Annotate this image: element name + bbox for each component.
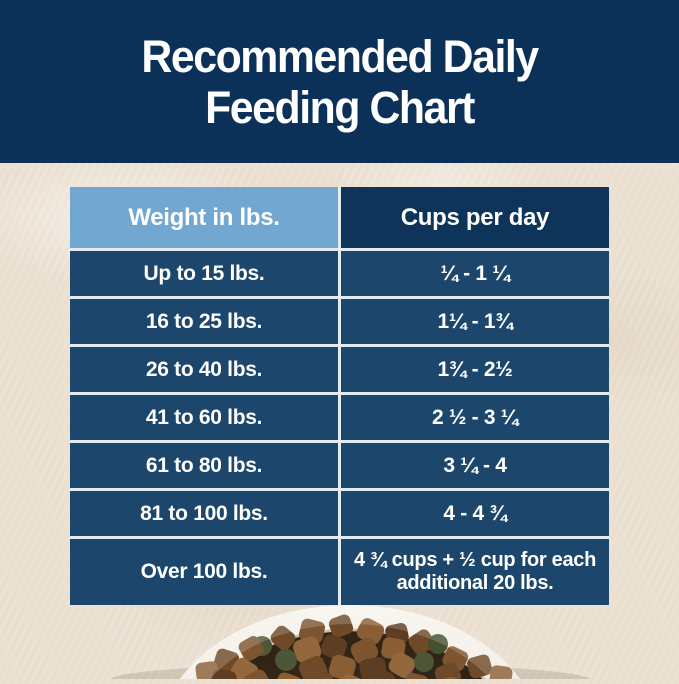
- kibble-bowl-illustration: [110, 605, 590, 684]
- feeding-chart-table: Weight in lbs. Cups per day Up to 15 lbs…: [70, 187, 609, 605]
- page-title: Recommended Daily Feeding Chart: [141, 30, 539, 133]
- weight-cell: 41 to 60 lbs.: [70, 395, 338, 440]
- weight-cell: Up to 15 lbs.: [70, 251, 338, 296]
- cups-cell: 3 ¼ - 4: [341, 443, 609, 488]
- cups-cell: 1¼ - 1¾: [341, 299, 609, 344]
- bowl-rim-highlight: [176, 605, 524, 684]
- cups-cell: ¼ - 1 ¼: [341, 251, 609, 296]
- weight-cell: 81 to 100 lbs.: [70, 491, 338, 536]
- weight-column-header: Weight in lbs.: [70, 187, 338, 248]
- page-title-line2: Feeding Chart: [205, 81, 475, 133]
- cups-cell: 4 - 4 ¾: [341, 491, 609, 536]
- cups-cell: 1¾ - 2½: [341, 347, 609, 392]
- page-title-line1: Recommended Daily: [141, 30, 539, 82]
- weight-cell: 16 to 25 lbs.: [70, 299, 338, 344]
- weight-cell: Over 100 lbs.: [70, 539, 338, 605]
- weight-cell: 26 to 40 lbs.: [70, 347, 338, 392]
- cups-column-header: Cups per day: [341, 187, 609, 248]
- cups-cell: 4 ¾ cups + ½ cup for each additional 20 …: [341, 539, 609, 605]
- weight-cell: 61 to 80 lbs.: [70, 443, 338, 488]
- title-banner: Recommended Daily Feeding Chart: [0, 0, 679, 163]
- kibble-pieces: [195, 614, 513, 684]
- kibble-bowl-photo: [0, 594, 679, 684]
- cups-cell: 2 ½ - 3 ¼: [341, 395, 609, 440]
